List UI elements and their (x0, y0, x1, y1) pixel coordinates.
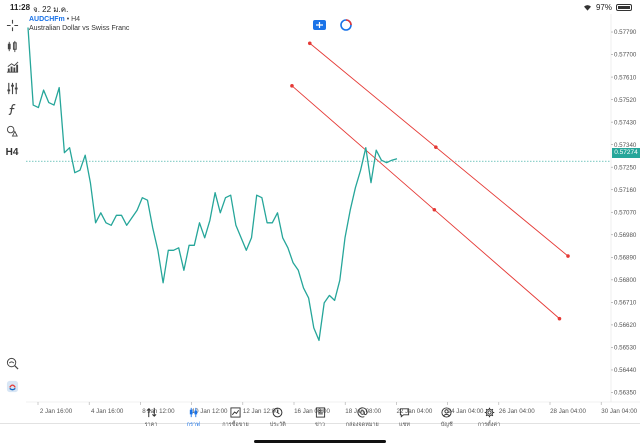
time-tick-label: 16 Jan 08:00 (294, 408, 330, 415)
price-tick-label: 0.56980 (614, 232, 637, 239)
at-icon (357, 406, 368, 417)
time-tick-label: 26 Jan 04:00 (499, 408, 535, 415)
price-tick-label: 0.57700 (614, 52, 637, 59)
nav-trade[interactable]: การซื้อขาย (215, 406, 257, 436)
nav-history[interactable]: ประวัติ (257, 406, 299, 436)
trade-levels-icon[interactable] (340, 19, 352, 31)
trendline-handle[interactable] (557, 316, 562, 321)
trendline[interactable] (291, 85, 560, 319)
nav-news[interactable]: ข่าว (299, 406, 341, 436)
indicators-icon[interactable] (3, 59, 21, 75)
gear-icon (484, 407, 494, 417)
chart-grid (26, 14, 640, 403)
trade-icon (230, 406, 241, 418)
chart-type-icon[interactable] (3, 38, 21, 54)
arrows-icon (146, 407, 156, 417)
nav-label: ราคา (144, 422, 158, 428)
time-tick-label: 12 Jan 12:00 (243, 408, 279, 415)
current-price-tag: 0.57274 (612, 148, 640, 158)
function-icon[interactable] (3, 101, 21, 117)
nav-account[interactable]: บัญชี (426, 406, 468, 436)
account-icon (441, 406, 452, 418)
price-tick-label: 0.57610 (614, 74, 637, 81)
price-tick-label: 0.57520 (614, 97, 637, 104)
broker-logo-icon[interactable] (3, 378, 21, 394)
timeframe-label: H4 (5, 146, 19, 158)
nav-label: การตั้งค่า (477, 422, 501, 428)
home-indicator (254, 440, 386, 443)
nav-label: ประวัติ (269, 422, 286, 428)
nav-settings[interactable]: การตั้งค่า (468, 406, 510, 436)
nav-label: แชท (399, 422, 410, 428)
price-tick-label: 0.56800 (614, 277, 637, 284)
wifi-icon (583, 5, 591, 11)
nav-separator (0, 423, 640, 424)
trendline-handle[interactable] (566, 254, 570, 258)
nav-label: กล่องจดหมาย (345, 422, 379, 428)
nav-label: การซื้อขาย (222, 422, 249, 428)
history-icon (272, 407, 283, 417)
chat-icon (399, 407, 410, 418)
trendlines (290, 41, 570, 321)
nav-label: ข่าว (315, 422, 325, 428)
price-axis: 0.57790 0.57700 0.57610 0.57520 0.57430 0.573… (611, 29, 637, 397)
time-tick-label: 28 Jan 04:00 (550, 408, 586, 415)
price-series-line (27, 27, 398, 342)
trendline-handle[interactable] (432, 207, 437, 212)
time-tick-label: 8 Jan 12:00 (142, 408, 175, 415)
trendline-handle[interactable] (290, 84, 294, 88)
price-tick-label: 0.56440 (614, 367, 637, 374)
trendline-handle[interactable] (307, 41, 312, 46)
time-tick-label: 30 Jan 04:00 (601, 408, 637, 415)
nav-chart[interactable]: กราฟ (172, 406, 214, 436)
trendline[interactable] (309, 42, 569, 257)
news-icon (315, 406, 325, 418)
time-tick-label: 24 Jan 04:00 (448, 408, 484, 415)
time-tick-label: 4 Jan 16:00 (91, 408, 124, 415)
price-tick-label: 0.56350 (614, 390, 637, 397)
nav-label: กราฟ (186, 422, 200, 428)
price-tick-label: 0.57160 (614, 187, 637, 194)
time-axis: 2 Jan 16:00 4 Jan 16:00 8 Jan 12:00 10 Jan … (37, 402, 638, 415)
price-tick-label: 0.57790 (614, 29, 637, 36)
nav-chat[interactable]: แชท (384, 406, 426, 436)
timeframe-button[interactable]: H4 (3, 144, 21, 160)
symbol-description: Australian Dollar vs Swiss Franc (29, 25, 130, 32)
symbol-name[interactable]: AUDCHFm (29, 16, 65, 23)
price-tick-label: 0.57430 (614, 119, 637, 126)
status-bar: 11:28 จ. 22 ม.ค. 97% (0, 0, 640, 14)
candles-icon (189, 407, 197, 417)
one-click-trading-icon[interactable] (313, 20, 326, 30)
time-tick-label: 10 Jan 12:00 (192, 408, 228, 415)
settings-sliders-icon[interactable] (3, 80, 21, 96)
nav-mailbox[interactable]: กล่องจดหมาย (341, 406, 383, 436)
zoom-icon[interactable] (3, 355, 21, 371)
chart-header: AUDCHFm • H4 Australian Dollar vs Swiss … (29, 15, 129, 33)
price-tick-label: 0.56530 (614, 345, 637, 352)
drawing-toolbar: H4 (0, 14, 24, 409)
bottom-nav: ราคา กราฟ การซื้อขาย ประวัติ ข่าว กล่องจ… (130, 406, 510, 436)
status-date: จ. 22 ม.ค. (33, 5, 69, 14)
battery-icon (616, 4, 632, 11)
price-tick-label: 0.56710 (614, 300, 637, 307)
time-tick-label: 18 Jan 08:00 (345, 408, 381, 415)
nav-label: บัญชี (440, 422, 453, 428)
time-tick-label: 2 Jan 16:00 (40, 408, 73, 415)
price-tick-label: 0.56890 (614, 255, 637, 262)
timeframe-indicator: • H4 (66, 16, 81, 23)
price-tick-label: 0.56620 (614, 322, 637, 329)
trendline-handle[interactable] (434, 145, 438, 149)
battery-percent: 97% (595, 3, 612, 12)
shapes-icon[interactable] (3, 122, 21, 138)
status-time: 11:28 (10, 3, 31, 12)
status-indicators: 97% (583, 3, 632, 12)
time-tick-label: 22 Jan 04:00 (397, 408, 433, 415)
crosshair-icon[interactable] (3, 17, 21, 33)
price-tick-label: 0.57250 (614, 164, 637, 171)
price-tick-label: 0.57070 (614, 209, 637, 216)
price-tick-label: 0.57340 (614, 142, 637, 149)
nav-quotes[interactable]: ราคา (130, 406, 172, 436)
